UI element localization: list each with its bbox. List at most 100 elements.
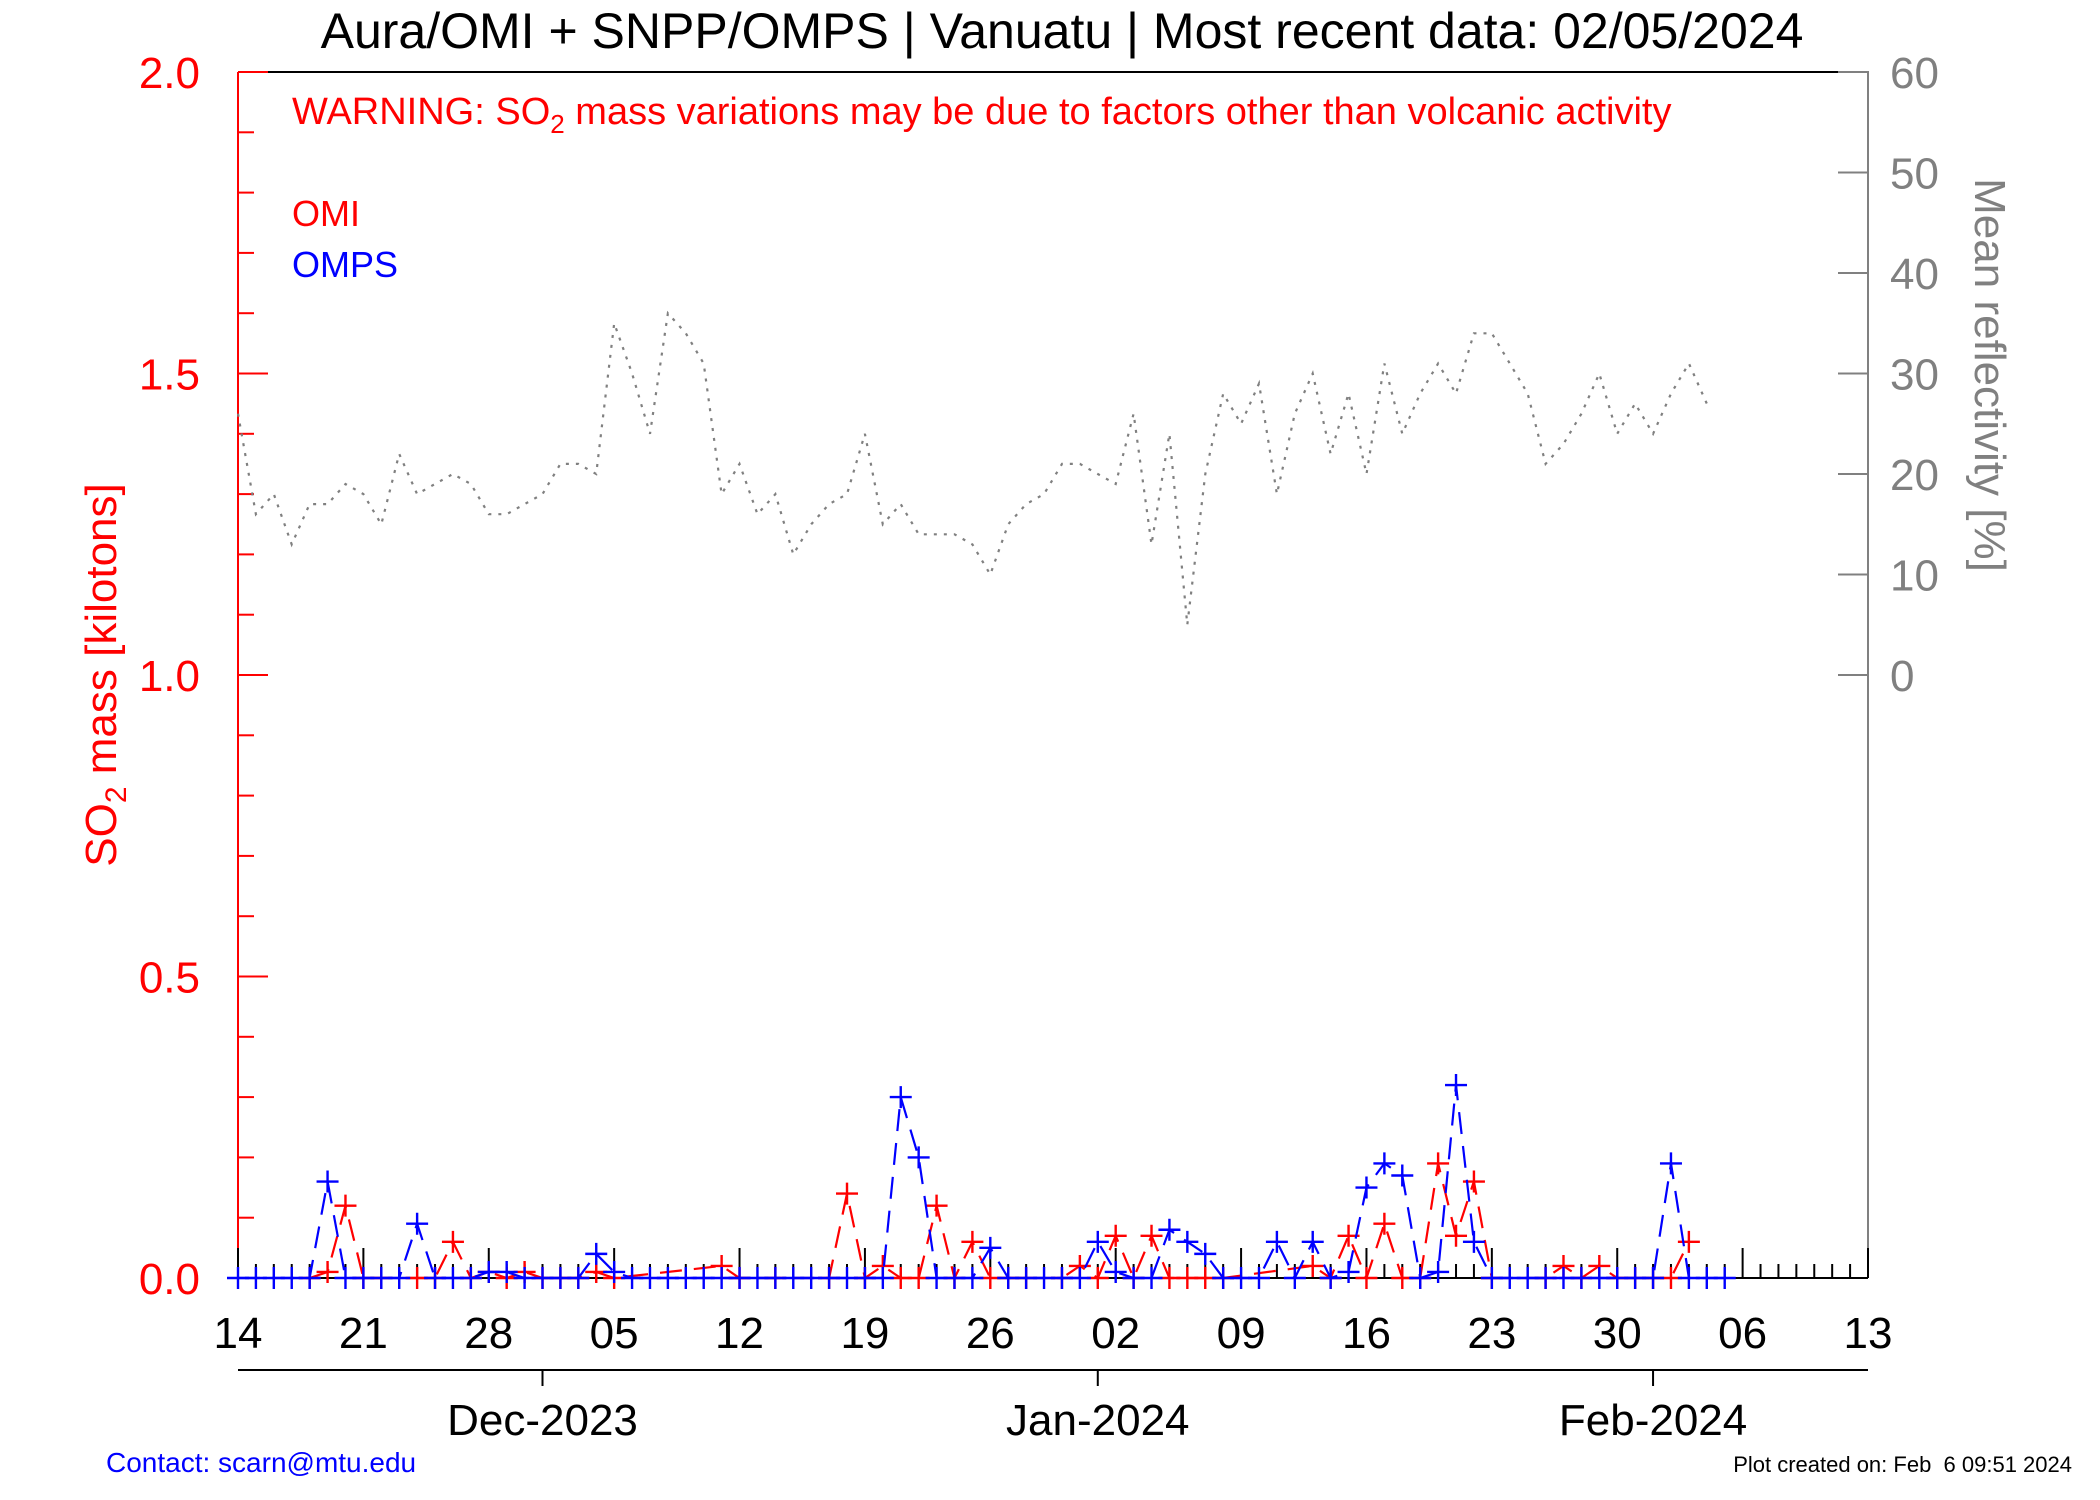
x-tick-label: 23	[1467, 1309, 1516, 1358]
warning-text: WARNING: SO2 mass variations may be due …	[292, 91, 1671, 139]
x-tick-label: 09	[1217, 1309, 1266, 1358]
x-tick-label: 21	[339, 1309, 388, 1358]
data-point-marker	[1283, 1267, 1306, 1289]
left-axis-label: SO2 mass [kilotons]	[77, 483, 133, 866]
data-point-marker	[925, 1194, 948, 1217]
contact-text: Contact: scarn@mtu.edu	[106, 1447, 416, 1478]
right-tick-label: 30	[1890, 351, 1939, 400]
data-point-marker	[1176, 1230, 1199, 1253]
left-tick-label: 2.0	[139, 49, 200, 98]
data-point-marker	[1140, 1267, 1163, 1289]
x-tick-label: 13	[1844, 1309, 1893, 1358]
right-tick-label: 10	[1890, 552, 1939, 601]
data-point-marker	[567, 1267, 590, 1289]
data-point-marker	[441, 1230, 464, 1253]
x-tick-label: 02	[1091, 1309, 1140, 1358]
left-tick-label: 1.5	[139, 351, 200, 400]
data-point-marker	[1409, 1267, 1432, 1289]
data-point-marker	[1659, 1152, 1682, 1175]
data-point-marker	[1677, 1230, 1700, 1253]
data-point-marker	[406, 1212, 429, 1235]
series-line	[238, 1084, 1725, 1281]
data-point-marker	[316, 1260, 339, 1283]
series-line	[236, 310, 1708, 625]
data-point-marker	[889, 1086, 912, 1109]
data-point-marker	[1427, 1152, 1450, 1175]
data-point-marker	[1247, 1267, 1270, 1289]
x-axis-ticks: 14 21 28 05 12 19 26 02 09 16 23 30 06 13	[214, 1248, 1893, 1358]
data-point-marker	[603, 1260, 626, 1283]
data-point-marker	[1086, 1230, 1109, 1253]
data-point-marker	[1140, 1224, 1163, 1247]
data-point-marker	[495, 1260, 518, 1283]
data-point-marker	[298, 1267, 321, 1289]
data-point-marker	[1355, 1267, 1378, 1289]
data-point-marker	[1265, 1230, 1288, 1253]
data-point-marker	[1319, 1267, 1342, 1289]
data-point-marker	[1391, 1164, 1414, 1187]
month-tick-label: Dec-2023	[447, 1396, 638, 1445]
x-tick-label: 16	[1342, 1309, 1391, 1358]
data-point-marker	[334, 1194, 357, 1217]
data-point-marker	[1462, 1230, 1485, 1253]
right-tick-label: 20	[1890, 451, 1939, 500]
data-point-marker	[388, 1267, 411, 1289]
data-point-marker	[1427, 1260, 1450, 1283]
right-tick-label: 50	[1890, 150, 1939, 199]
month-tick-label: Jan-2024	[1006, 1396, 1189, 1445]
data-point-marker	[1373, 1212, 1396, 1235]
omps-series	[227, 1074, 1736, 1289]
x-tick-label: 05	[590, 1309, 639, 1358]
data-point-marker	[1337, 1260, 1360, 1283]
data-point-marker	[1158, 1218, 1181, 1241]
data-point-marker	[585, 1242, 608, 1265]
data-point-marker	[316, 1170, 339, 1193]
data-point-marker	[961, 1267, 984, 1289]
data-point-marker	[1301, 1254, 1324, 1277]
x-tick-label: 12	[715, 1309, 764, 1358]
left-tick-label: 0.0	[139, 1255, 200, 1304]
warning-suffix: mass variations may be due to factors ot…	[565, 91, 1672, 133]
created-text: Plot created on: Feb 6 09:51 2024	[1733, 1452, 2072, 1477]
axes	[237, 71, 1869, 1371]
data-point-marker	[1194, 1242, 1217, 1265]
month-axis-ticks: Dec-2023 Jan-2024 Feb-2024	[447, 1370, 1747, 1445]
data-point-marker	[836, 1182, 859, 1205]
legend-omps: OMPS	[292, 244, 398, 285]
left-axis-ticks: 0.0 0.5 1.0 1.5 2.0	[139, 49, 268, 1304]
x-tick-label: 06	[1718, 1309, 1767, 1358]
month-tick-label: Feb-2024	[1559, 1396, 1747, 1445]
data-point-marker	[979, 1236, 1002, 1259]
x-tick-label: 28	[464, 1309, 513, 1358]
left-axis-label-suffix: mass [kilotons]	[77, 483, 126, 786]
omi-series	[298, 1152, 1700, 1289]
data-point-marker	[907, 1146, 930, 1169]
warning-prefix: WARNING: SO	[292, 91, 550, 133]
left-axis-label-prefix: SO	[77, 803, 126, 867]
data-point-marker	[1068, 1267, 1091, 1289]
data-point-marker	[459, 1267, 482, 1289]
data-point-marker	[1642, 1267, 1665, 1289]
left-tick-label: 1.0	[139, 652, 200, 701]
data-point-marker	[1445, 1074, 1468, 1097]
reflectivity-series	[236, 310, 1708, 625]
right-axis-label: Mean reflectivity [%]	[1965, 178, 2014, 572]
right-tick-label: 60	[1890, 49, 1939, 98]
data-point-marker	[1445, 1224, 1468, 1247]
right-axis-ticks: 0 10 20 30 40 50 60	[1838, 49, 1939, 701]
left-tick-label: 0.5	[139, 954, 200, 1003]
legend-omi: OMI	[292, 193, 360, 234]
data-point-marker	[1104, 1260, 1127, 1283]
x-tick-label: 26	[966, 1309, 1015, 1358]
x-tick-label: 19	[840, 1309, 889, 1358]
warning-subscript: 2	[550, 109, 564, 139]
data-point-marker	[871, 1267, 894, 1289]
chart-title: Aura/OMI + SNPP/OMPS | Vanuatu | Most re…	[321, 3, 1804, 59]
data-point-marker	[961, 1230, 984, 1253]
x-tick-label: 30	[1593, 1309, 1642, 1358]
x-tick-label: 14	[214, 1309, 263, 1358]
right-tick-label: 40	[1890, 250, 1939, 299]
right-tick-label: 0	[1890, 652, 1914, 701]
data-point-marker	[1104, 1224, 1127, 1247]
data-point-marker	[1713, 1267, 1736, 1289]
